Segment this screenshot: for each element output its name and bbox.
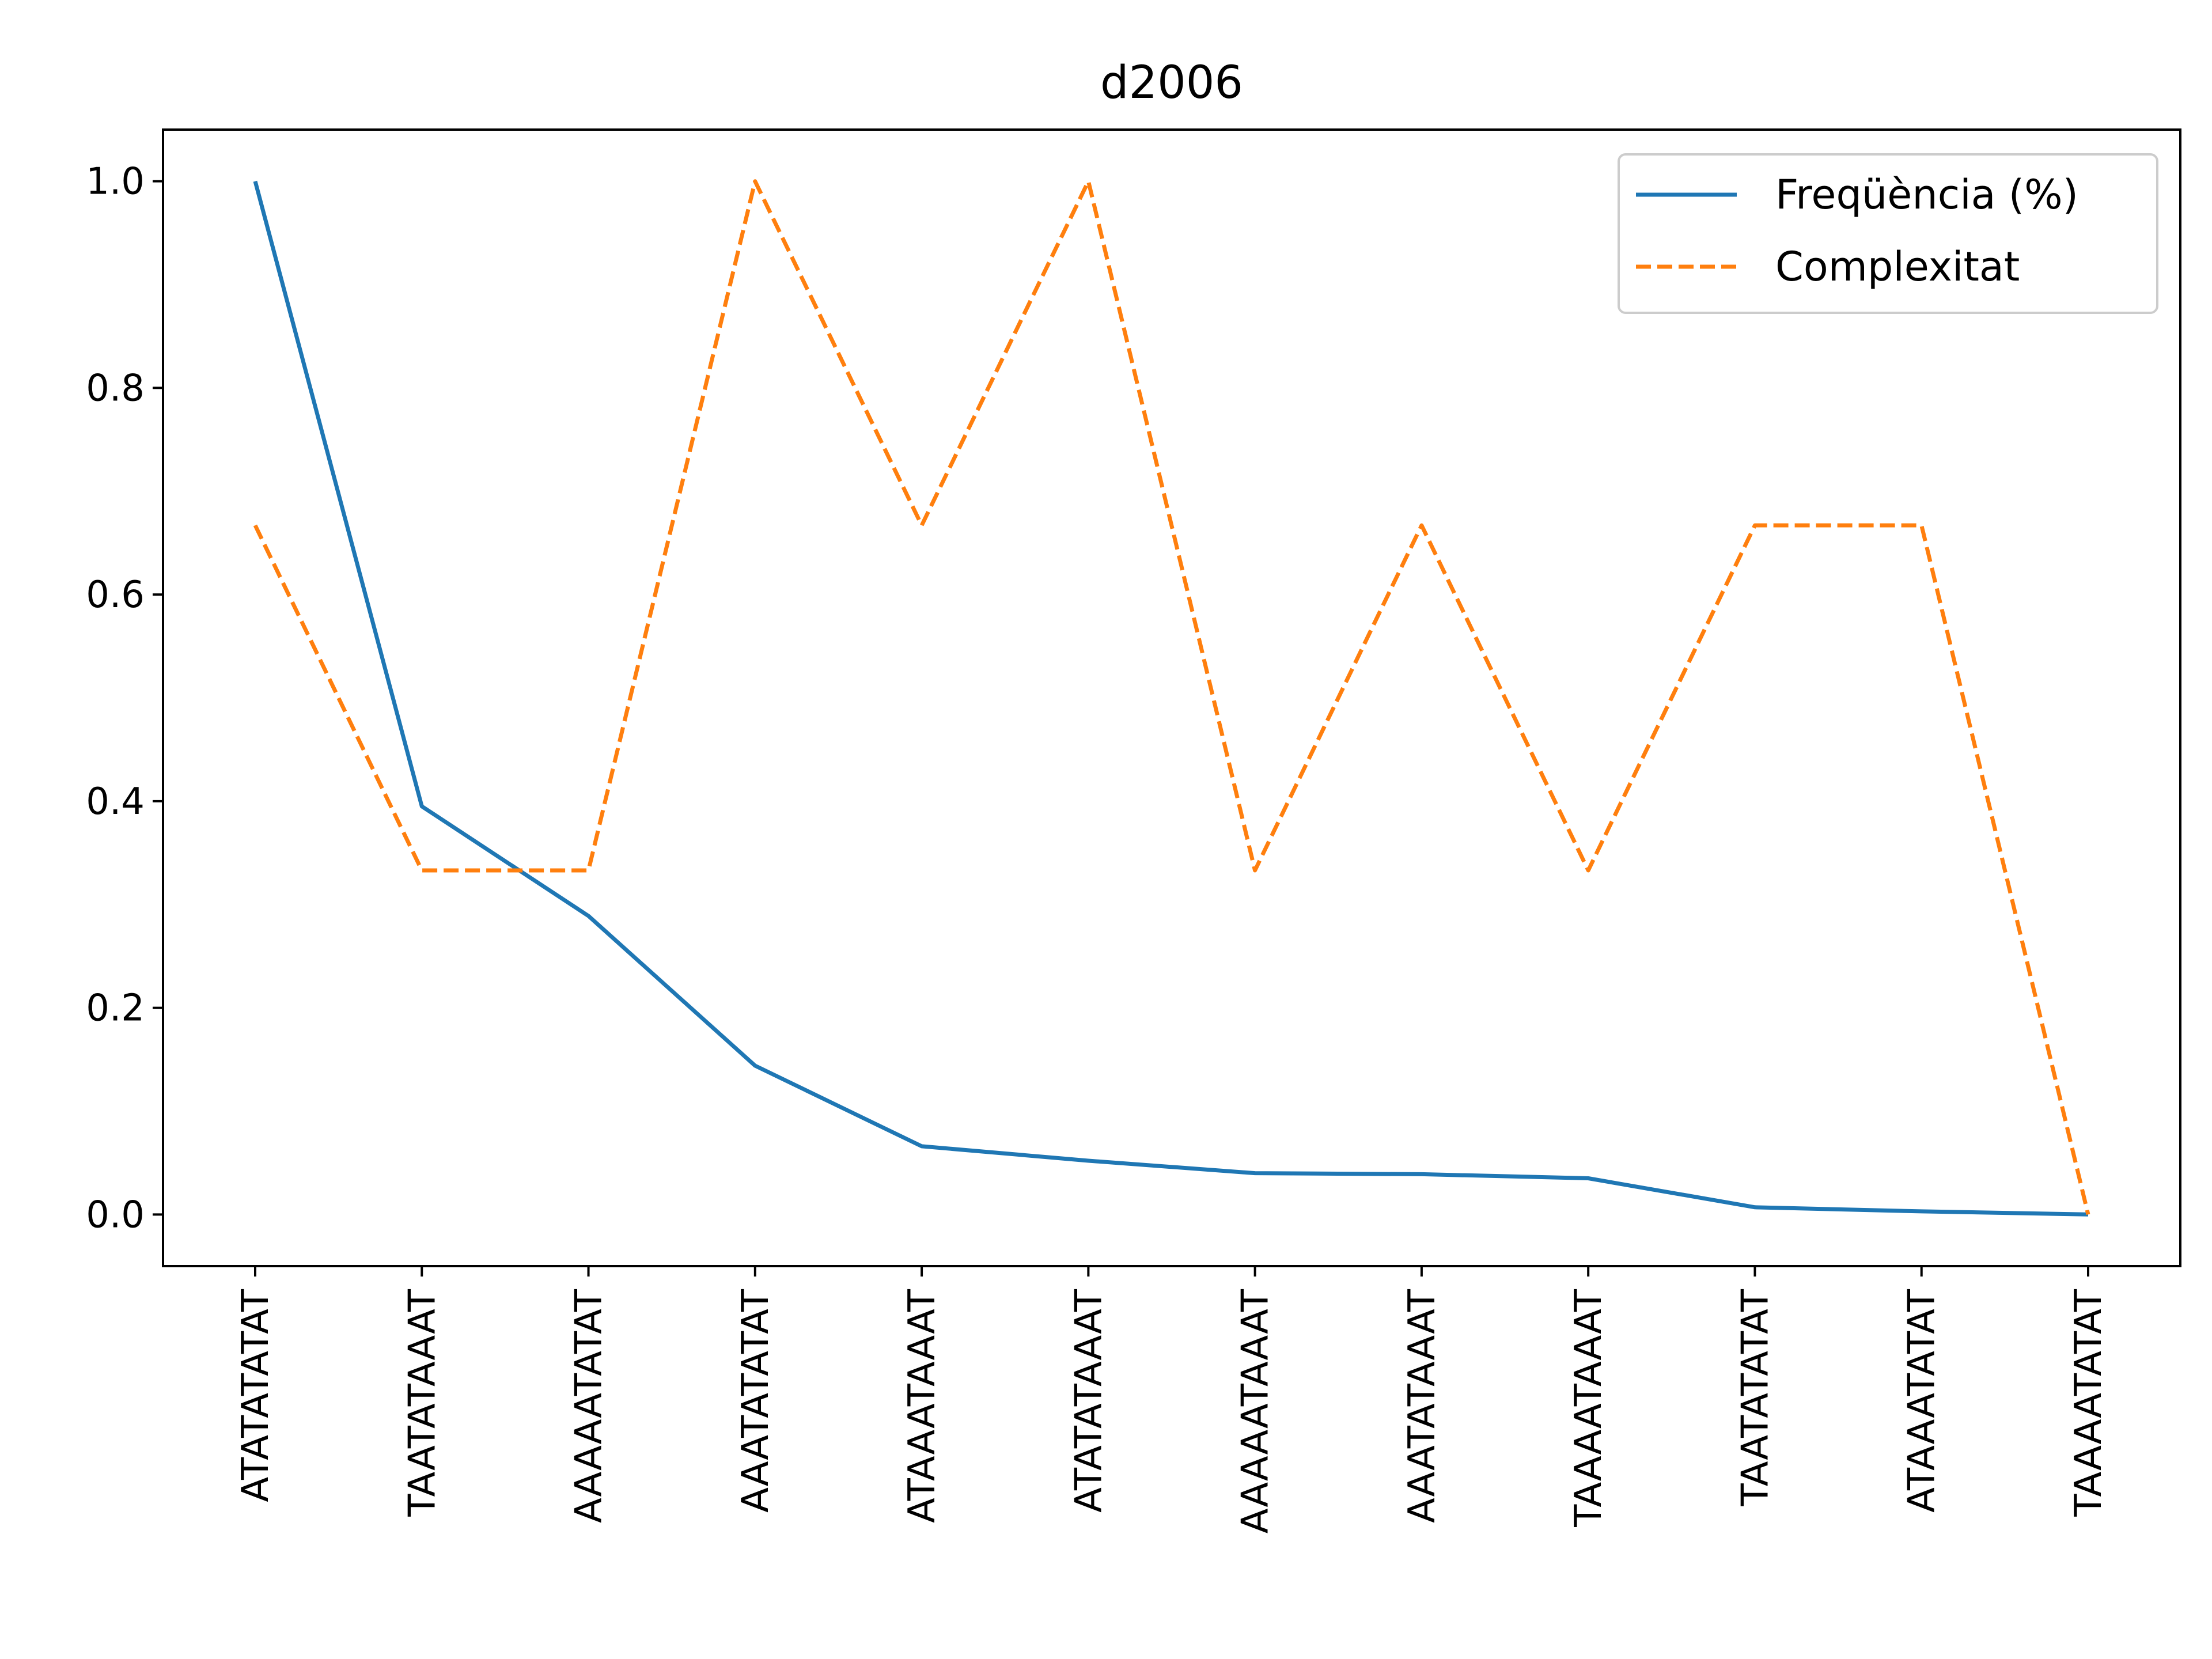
chart-title: d2006 <box>1100 57 1243 109</box>
legend-label-complexitat: Complexitat <box>1775 243 2020 290</box>
x-tick-label: TAAAATAAAT <box>1567 1289 1610 1528</box>
x-tick-label: AAAAATATAT <box>568 1289 611 1523</box>
x-axis: ATATATATAT TAATATAAAT AAAAATATAT AAATATATAT… <box>234 1266 2110 1533</box>
series-layer <box>253 179 2090 1217</box>
x-tick-label: TAAAATATAT <box>2067 1289 2110 1517</box>
x-tick-label: ATAAATAAAT <box>901 1289 944 1523</box>
series-line-frequencia <box>253 180 2089 1217</box>
x-tick-label: AAAAATAAAT <box>1234 1289 1277 1533</box>
x-tick-label: TAATATATAT <box>1734 1289 1777 1506</box>
legend-label-frequencia: Freqüència (%) <box>1775 171 2078 218</box>
y-tick-label: 0.4 <box>86 781 145 823</box>
x-tick-label: TAATATAAAT <box>401 1289 444 1517</box>
plot-frame <box>162 128 2181 1267</box>
series-line-complexitat <box>253 179 2090 1215</box>
x-tick-label: ATATATATAT <box>234 1289 277 1502</box>
legend-box <box>1618 153 2158 314</box>
y-tick-label: 0.8 <box>86 367 145 410</box>
y-tick-label: 0.0 <box>86 1194 145 1236</box>
y-axis: 0.0 0.2 0.4 0.6 0.8 1.0 <box>86 161 163 1236</box>
y-tick-label: 1.0 <box>86 161 145 203</box>
legend: Freqüència (%) Complexitat <box>1618 153 2158 314</box>
x-tick-label: ATAAATATAT <box>1901 1289 1944 1513</box>
x-tick-label: AAATATATAT <box>734 1289 777 1513</box>
y-tick-label: 0.6 <box>86 574 145 616</box>
x-tick-label: AAATATAAAT <box>1401 1289 1444 1523</box>
y-tick-label: 0.2 <box>86 987 145 1030</box>
x-tick-label: ATATATAAAT <box>1067 1289 1110 1513</box>
